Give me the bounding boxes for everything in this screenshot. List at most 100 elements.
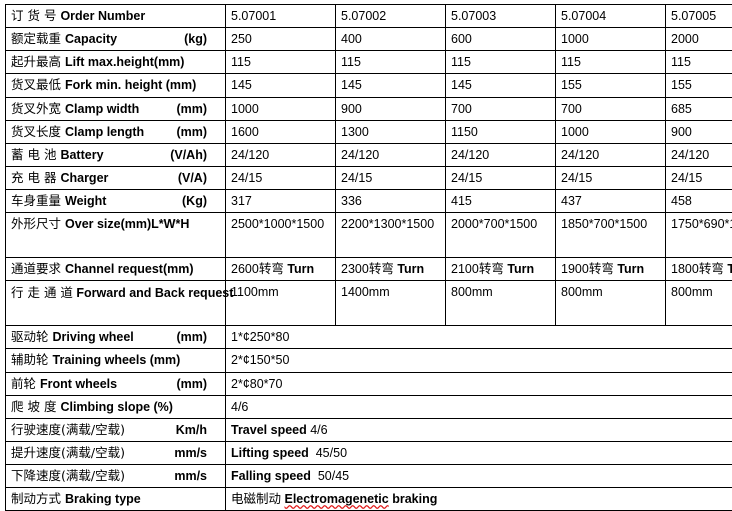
cell-value: 1150 [451,125,478,139]
table-row: 辅助轮 Training wheels (mm) 2*¢150*50 [6,349,732,372]
cell-value: 1000 [561,32,589,46]
label-en: Climbing slope (%) [60,400,173,414]
label-en: Weight [65,192,106,210]
specification-sheet: 订 货 号 Order Number 5.07001 5.07002 5.070… [5,4,719,511]
cell-value: 45/50 [316,446,347,460]
table-cell: 24/120 [226,143,336,166]
table-cell: 685 [666,97,732,120]
label-en: Fork min. height (mm) [65,76,196,94]
cell-value: 24/120 [671,148,709,162]
label-cjk: 下降速度(满载/空载) [11,467,125,485]
label-en: Charger [60,169,108,187]
cell-value: 5.07001 [231,9,276,23]
table-cell: 458 [666,190,732,213]
turn-number: 1800 [671,262,699,276]
turn-number: 2600 [231,262,259,276]
table-row: 货叉最低 Fork min. height (mm) 145 145 145 1… [6,74,732,97]
cell-value: 115 [231,55,251,69]
table-cell-merged: Travel speed 4/6 [226,418,732,441]
table-cell: 800mm [556,281,666,326]
table-cell: 145 [446,74,556,97]
cell-value: 1300 [341,125,369,139]
turn-cjk: 转弯 [259,261,284,276]
table-cell-merged: 2*¢80*70 [226,372,732,395]
table-cell: 115 [446,51,556,74]
table-row: 行驶速度(满载/空载) Km/h Travel speed 4/6 [6,418,732,441]
cell-value: 50/45 [318,469,349,483]
table-cell: 1750*690*1500 [666,213,732,258]
label-cjk: 行驶速度(满载/空载) [11,421,125,439]
cell-value-label: Lifting speed [231,446,309,460]
table-cell: 2000 [666,28,732,51]
table-cell: 5.07004 [556,5,666,28]
table-cell: 2500*1000*1500 [226,213,336,258]
cell-value: 900 [341,102,362,116]
label-cjk: 货叉最低 [11,76,61,94]
cell-value-misspelled: Electromagenetic [285,492,389,506]
table-cell: 1000 [556,120,666,143]
table-row: 货叉长度 Clamp length (mm) 1600 1300 1150 10… [6,120,732,143]
cell-value: 1000 [561,125,589,139]
cell-value: 24/15 [451,171,482,185]
turn-cjk: 转弯 [699,261,724,276]
label-unit: (V/Ah) [170,146,221,164]
table-cell: 700 [446,97,556,120]
cell-value: 24/15 [341,171,372,185]
turn-en: Turn [727,262,732,276]
cell-value: 336 [341,194,362,208]
table-cell-merged: 1*¢250*80 [226,326,732,349]
label-cjk: 爬 坡 度 [11,399,56,414]
table-cell: 24/15 [226,166,336,189]
table-cell-merged: Falling speed 50/45 [226,465,732,488]
cell-value: 800mm [671,285,713,299]
turn-en: Turn [397,262,424,276]
row-label-climbing-slope: 爬 坡 度 Climbing slope (%) [6,395,226,418]
table-cell: 600 [446,28,556,51]
cell-value: 2300转弯 Turn [341,262,424,276]
table-cell: 336 [336,190,446,213]
specification-table: 订 货 号 Order Number 5.07001 5.07002 5.070… [5,4,732,511]
cell-value: 685 [671,102,692,116]
cell-value: 145 [341,78,362,92]
row-label-weight: 车身重量 Weight (Kg) [6,190,226,213]
turn-cjk: 转弯 [369,261,394,276]
cell-value: 458 [671,194,692,208]
label-en: Order Number [60,7,145,25]
cell-value: 24/120 [231,148,269,162]
table-cell: 24/15 [666,166,732,189]
label-cjk: 行 走 通 道 [11,285,73,300]
label-en: Clamp length [65,123,144,141]
row-label-lift-max-height: 起升最高 Lift max.height(mm) [6,51,226,74]
cell-value: 2000*700*1500 [451,217,537,231]
table-row: 前轮 Front wheels (mm) 2*¢80*70 [6,372,732,395]
label-en: Lift max.height(mm) [65,53,184,71]
label-cjk: 前轮 [11,375,36,393]
cell-value: 2*¢150*50 [231,353,289,367]
label-unit: mm/s [174,444,221,462]
label-en: Battery [60,146,103,164]
label-cjk: 额定载重 [11,30,61,48]
label-cjk: 货叉长度 [11,123,61,141]
cell-value: 2100转弯 Turn [451,262,534,276]
row-label-front-wheels: 前轮 Front wheels (mm) [6,372,226,395]
table-cell: 1850*700*1500 [556,213,666,258]
table-cell: 1800转弯 Turn [666,258,732,281]
table-cell: 800mm [666,281,732,326]
label-cjk: 外形尺寸 [11,216,61,231]
cell-value-cjk: 电磁制动 [231,491,281,506]
turn-cjk: 转弯 [589,261,614,276]
cell-value: 24/15 [231,171,262,185]
row-label-clamp-length: 货叉长度 Clamp length (mm) [6,120,226,143]
cell-value: 415 [451,194,472,208]
table-cell: 24/120 [336,143,446,166]
row-label-battery: 蓄 电 池 Battery (V/Ah) [6,143,226,166]
cell-value: 145 [451,78,472,92]
table-row: 下降速度(满载/空载) mm/s Falling speed 50/45 [6,465,732,488]
table-row: 蓄 电 池 Battery (V/Ah) 24/120 24/120 24/12… [6,143,732,166]
table-cell-merged: 2*¢150*50 [226,349,732,372]
table-cell: 415 [446,190,556,213]
label-en: Over size(mm)L*W*H [65,217,189,231]
cell-value: 900 [671,125,692,139]
